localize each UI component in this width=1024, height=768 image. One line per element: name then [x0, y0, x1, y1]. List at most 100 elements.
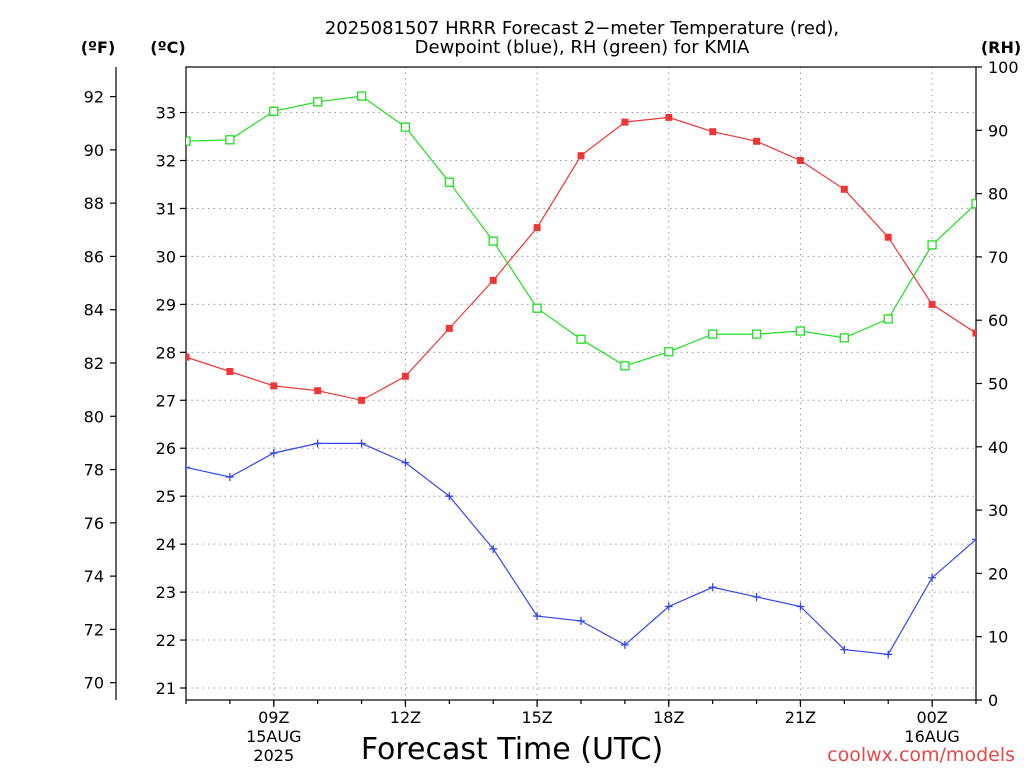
fahrenheit-tick-label: 84 [84, 301, 104, 320]
credit-text: coolwx.com/models [827, 744, 1015, 766]
fahrenheit-tick-label: 80 [84, 407, 104, 426]
rh-point [532, 303, 542, 313]
rh-point [883, 314, 893, 324]
fahrenheit-tick-label: 76 [84, 514, 104, 533]
chart-title-line-1: 2025081507 HRRR Forecast 2−meter Tempera… [325, 18, 839, 39]
rh-point [795, 326, 806, 336]
fahrenheit-tick-label: 74 [84, 567, 104, 586]
rh-tick-label: 20 [988, 564, 1008, 583]
dewpoint-point [884, 650, 893, 659]
rh-point [225, 135, 235, 145]
rh-tick-label: 100 [988, 58, 1019, 77]
celsius-tick-label: 21 [156, 679, 176, 698]
rh-point [971, 199, 976, 209]
dewpoint-point [533, 612, 542, 621]
temperature-point [621, 118, 629, 126]
axes: 21 22 23 24 25 26 27 28 29 30 31 32 33 70 72 74 76 78 80 82… [84, 58, 1019, 765]
dewpoint-point [313, 439, 322, 448]
celsius-tick-label: 22 [156, 631, 176, 650]
dewpoint-point [840, 645, 849, 654]
fahrenheit-tick-label: 88 [84, 194, 104, 213]
rh-point [488, 236, 498, 246]
time-tick-label: 21Z [785, 708, 816, 727]
dewpoint-point [928, 573, 937, 582]
rh-point [186, 136, 191, 146]
rh-point [708, 329, 718, 339]
time-tick-label: 09Z [258, 708, 289, 727]
rh-point [751, 329, 762, 339]
rh-point [444, 177, 454, 187]
celsius-tick-label: 29 [156, 295, 176, 314]
temperature-point [884, 233, 892, 241]
dewpoint-point [357, 439, 366, 448]
celsius-tick-label: 31 [156, 199, 176, 218]
fahrenheit-tick-label: 92 [84, 88, 104, 107]
rh-tick-label: 0 [988, 691, 998, 710]
rh-tick-label: 30 [988, 501, 1008, 520]
temperature-point [533, 224, 541, 232]
temperature-point [358, 396, 366, 404]
date-tick-label: 16AUG [904, 727, 959, 746]
data-series [186, 91, 976, 659]
rh-point [927, 240, 937, 250]
celsius-tick-label: 23 [156, 583, 176, 602]
fahrenheit-tick-label: 90 [84, 141, 104, 160]
celsius-axis-label: (ºC) [150, 38, 185, 57]
rh-tick-label: 90 [988, 121, 1008, 140]
dewpoint-point [664, 602, 673, 611]
dewpoint-point [269, 449, 278, 458]
temperature-point [489, 276, 497, 284]
fahrenheit-tick-label: 86 [84, 247, 104, 266]
dewpoint-point [401, 458, 410, 467]
celsius-tick-label: 32 [156, 152, 176, 171]
dewpoint-point [752, 592, 761, 601]
celsius-tick-label: 33 [156, 104, 176, 123]
rh-tick-label: 70 [988, 248, 1008, 267]
rh-point [269, 106, 279, 116]
temperature-point [928, 300, 936, 308]
chart-title-line-2: Dewpoint (blue), RH (green) for KMIA [415, 37, 750, 58]
rh-point [620, 361, 630, 371]
date-tick-label: 2025 [253, 746, 294, 765]
celsius-tick-label: 30 [156, 247, 176, 266]
temperature-point [796, 157, 804, 164]
time-tick-label: 00Z [916, 708, 947, 727]
temperature-point [270, 382, 278, 390]
gridlines [186, 67, 976, 700]
celsius-tick-label: 24 [156, 535, 176, 554]
dewpoint-point [445, 492, 454, 501]
rh-point [400, 122, 411, 132]
fahrenheit-axis-label: (ºF) [81, 38, 116, 57]
fahrenheit-tick-label: 82 [84, 354, 104, 373]
temperature-point [577, 152, 585, 160]
dewpoint-point [186, 463, 190, 472]
dewpoint-point [489, 544, 498, 553]
temperature-point [840, 185, 848, 193]
celsius-tick-label: 25 [156, 487, 176, 506]
x-axis-title: Forecast Time (UTC) [361, 732, 663, 767]
rh-tick-label: 50 [988, 375, 1008, 394]
time-tick-label: 12Z [390, 708, 421, 727]
temperature-point [665, 113, 673, 121]
rh-axis-label: (RH) [981, 38, 1021, 57]
temperature-point [226, 368, 234, 375]
rh-point [576, 334, 586, 344]
dewpoint-point [796, 602, 805, 611]
time-tick-label: 15Z [521, 708, 552, 727]
temperature-point [753, 137, 761, 145]
rh-point [356, 91, 367, 101]
rh-tick-label: 60 [988, 311, 1008, 330]
time-tick-label: 18Z [653, 708, 684, 727]
dewpoint-point [972, 535, 976, 544]
temperature-point [186, 353, 190, 361]
celsius-tick-label: 28 [156, 343, 176, 362]
date-tick-label: 15AUG [246, 727, 301, 746]
dewpoint-point [577, 616, 585, 625]
rh-point [839, 333, 849, 343]
rh-tick-label: 10 [988, 628, 1008, 647]
fahrenheit-tick-label: 78 [84, 461, 104, 480]
dewpoint-point [708, 583, 717, 592]
celsius-tick-label: 27 [156, 391, 176, 410]
rh-point [664, 347, 674, 357]
